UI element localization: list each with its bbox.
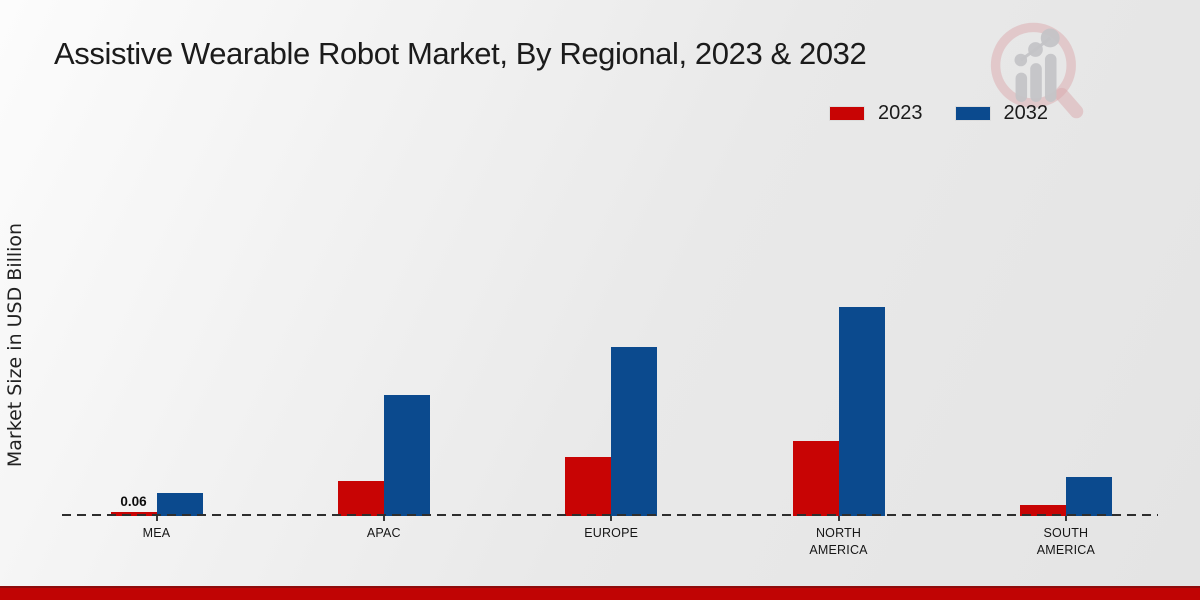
legend-label-2023: 2023: [878, 102, 923, 124]
magnifier-growth-chart-logo-icon: [990, 22, 1084, 119]
page-title: Assistive Wearable Robot Market, By Regi…: [54, 36, 867, 71]
bar-2023-apac: [337, 481, 384, 516]
bar-2032-mea: [156, 493, 203, 516]
category-label-europe: EUROPE: [584, 526, 639, 540]
bar-2032-south-america: [1065, 477, 1112, 516]
bar-2032-north-america: [838, 307, 885, 516]
category-label-apac: APAC: [366, 526, 401, 540]
x-axis-tick: [382, 516, 385, 521]
x-axis-tick: [1064, 516, 1067, 521]
bar-2032-apac: [383, 395, 430, 516]
legend-label-2032: 2032: [1003, 102, 1049, 124]
x-axis-tick: [837, 516, 840, 521]
category-label-mea: MEA: [142, 526, 171, 540]
legend-item-2032: 2032: [954, 102, 1049, 125]
bar-2023-south-america: [1019, 505, 1066, 516]
category-label-north-america: NORTH AMERICA: [809, 526, 868, 557]
legend-item-2023: 2023: [829, 102, 923, 125]
legend-swatch-2032: [954, 106, 991, 121]
legend: 2023 2032: [829, 102, 1048, 125]
footer-accent-band: [0, 586, 1200, 600]
legend-swatch-2023: [829, 106, 865, 121]
bar-value-label: 0.06: [120, 494, 147, 509]
x-axis-baseline: [62, 514, 1158, 516]
bar-2032-europe: [611, 347, 658, 516]
bar-2023-north-america: [792, 441, 839, 516]
x-axis-tick: [610, 516, 613, 521]
x-axis-tick: [155, 516, 158, 521]
bar-2023-europe: [565, 457, 612, 516]
category-label-south-america: SOUTH AMERICA: [1036, 526, 1096, 557]
